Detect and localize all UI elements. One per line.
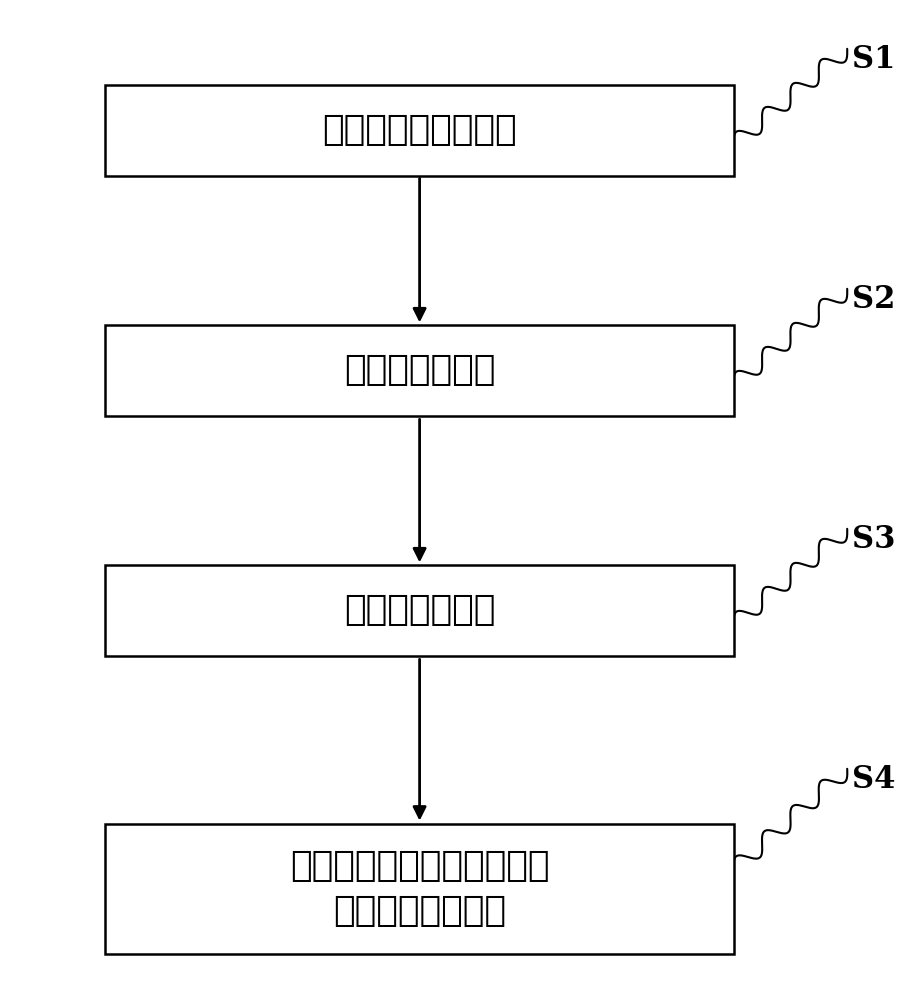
Bar xyxy=(105,85,734,176)
Bar xyxy=(105,824,734,954)
Text: 第一次张拉计算: 第一次张拉计算 xyxy=(344,353,495,387)
Bar xyxy=(105,565,734,656)
Text: S4: S4 xyxy=(852,764,895,795)
Text: 单根钢绞线张拉试验: 单根钢绞线张拉试验 xyxy=(323,113,517,147)
Text: 第二次张拉计算: 第二次张拉计算 xyxy=(344,593,495,627)
Text: S3: S3 xyxy=(852,524,895,555)
Text: S2: S2 xyxy=(852,284,895,315)
Bar xyxy=(105,325,734,416)
Text: 进行基于变形控制的改进等
值张拉法施工工艺: 进行基于变形控制的改进等 值张拉法施工工艺 xyxy=(290,849,549,928)
Text: S1: S1 xyxy=(852,44,894,75)
